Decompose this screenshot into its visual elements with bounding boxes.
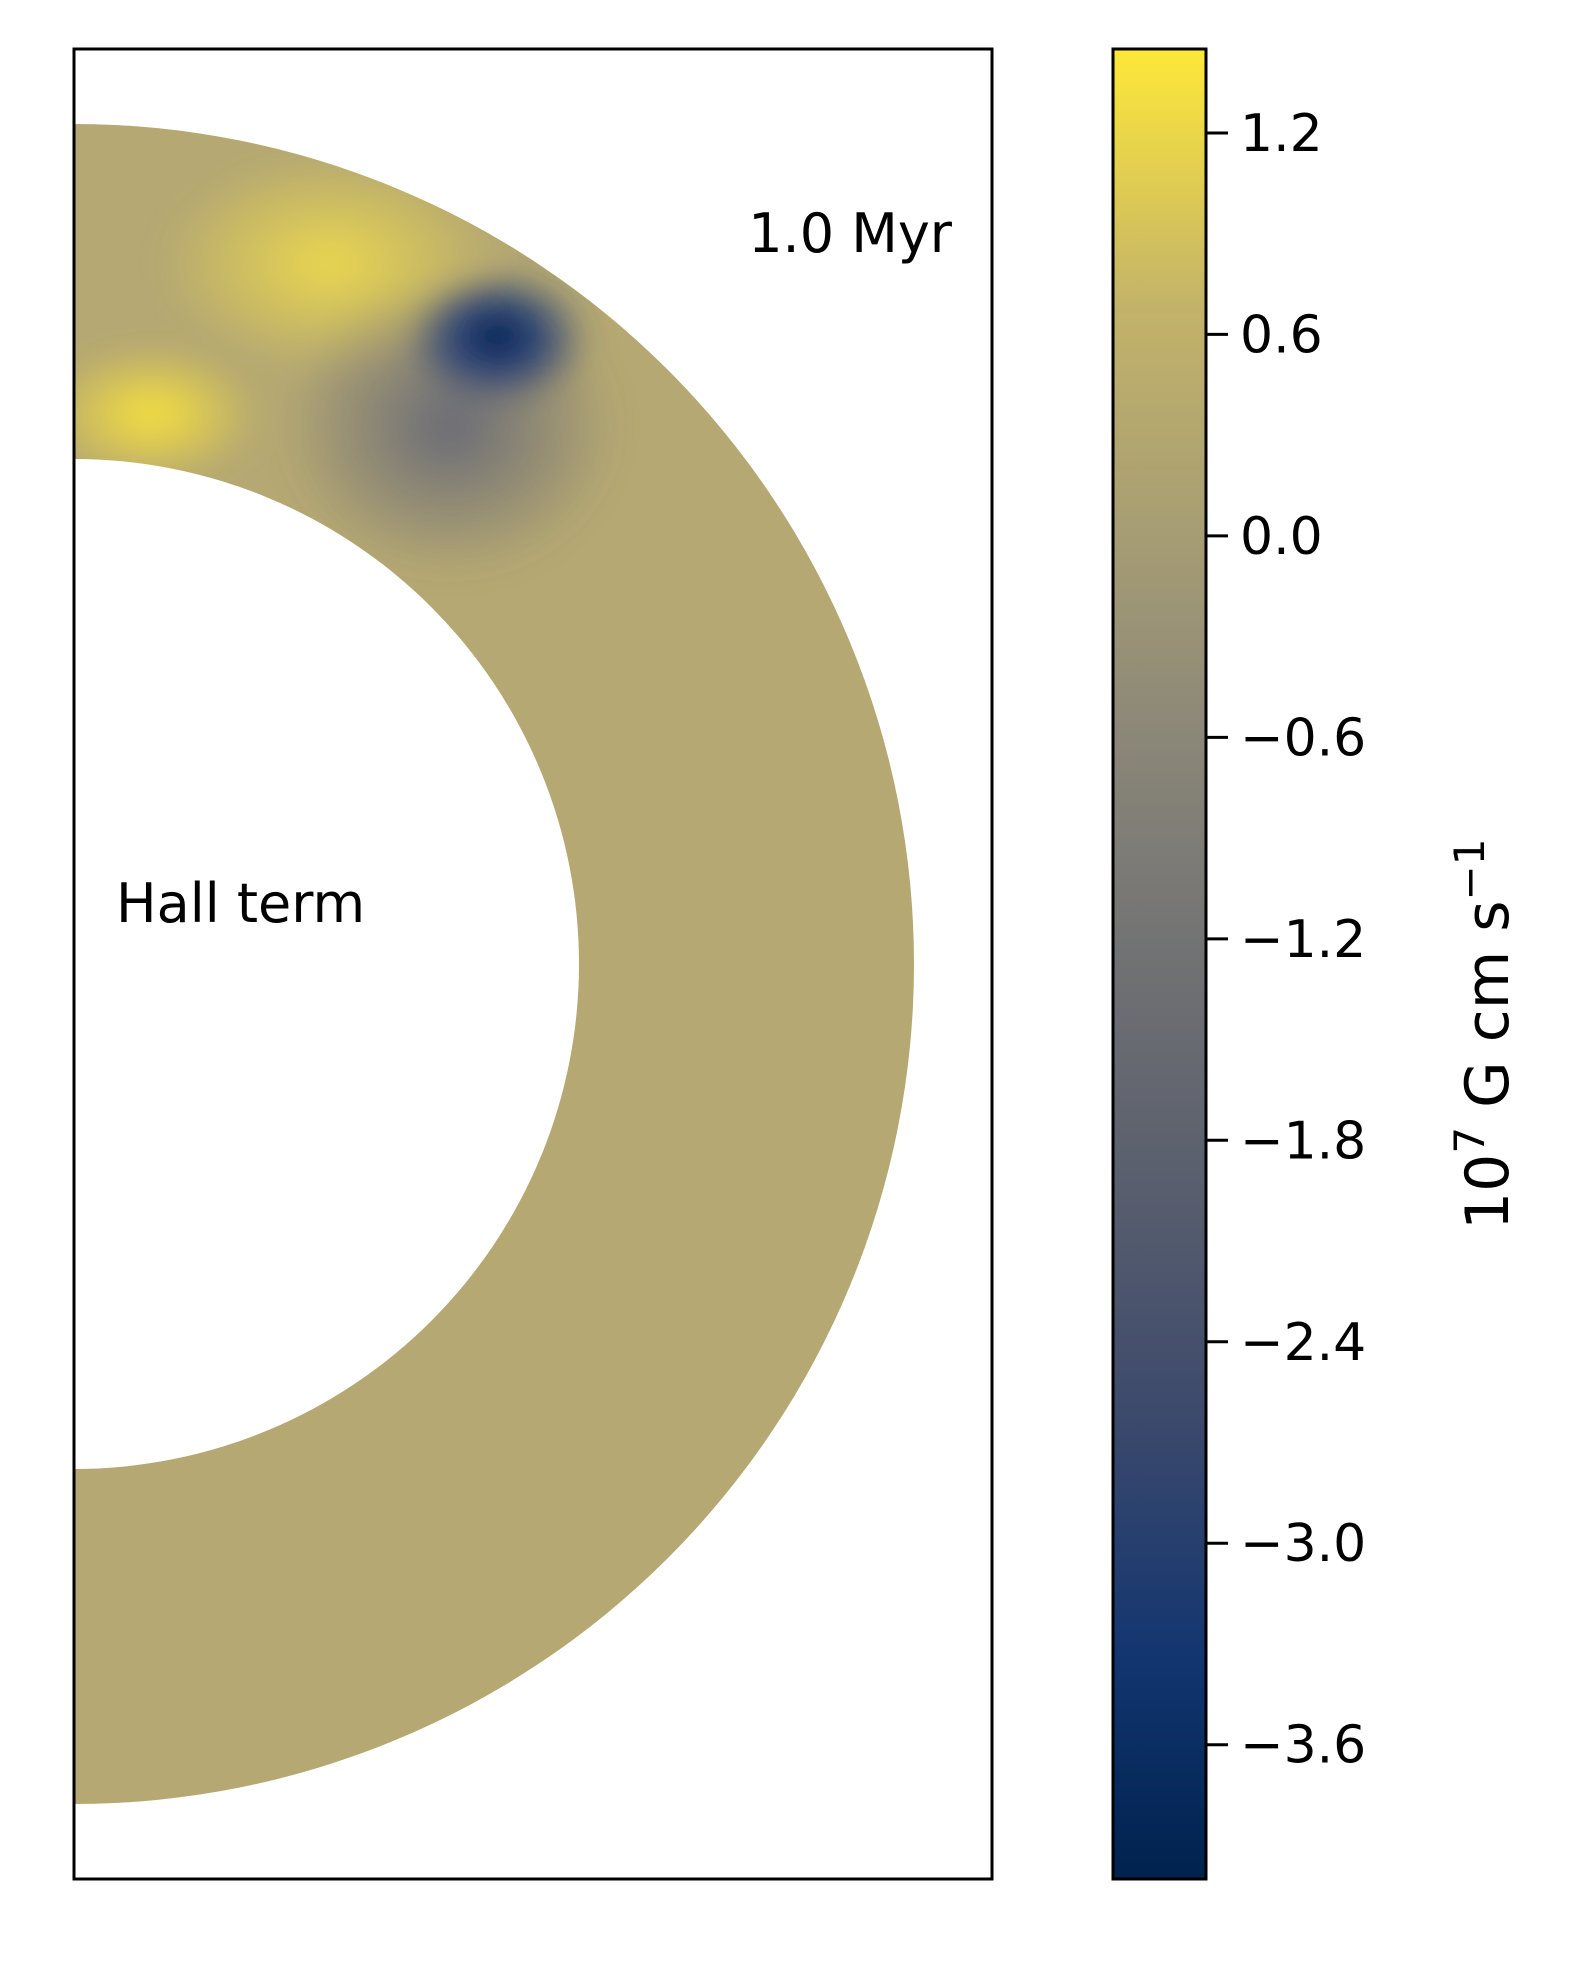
colorbar-tick-label: −1.8 bbox=[1240, 1111, 1366, 1171]
colorbar-tick-label: 0.0 bbox=[1240, 507, 1323, 567]
colorbar-frame bbox=[1111, 47, 1208, 1881]
positive-lobe-inner bbox=[74, 344, 262, 485]
plot-frame bbox=[72, 47, 994, 1881]
negative-core bbox=[401, 267, 592, 408]
panel-label: Hall term bbox=[116, 872, 365, 935]
colorbar: 1.2 0.6 0.0 −0.6 −1.2 −1.8 −2.4 −3.0 −3.6 107 G … bbox=[1111, 47, 1523, 1881]
colorbar-tick-label: −0.6 bbox=[1240, 708, 1366, 768]
crust-annulus bbox=[74, 124, 914, 1804]
time-label: 1.0 Myr bbox=[748, 202, 953, 265]
main-plot bbox=[74, 124, 914, 1804]
colorbar-tick-label: 0.6 bbox=[1240, 305, 1323, 365]
field-features bbox=[74, 152, 621, 577]
colorbar-label: 107 G cm s−1 bbox=[1445, 839, 1523, 1230]
colorbar-tick-label: 1.2 bbox=[1240, 104, 1323, 164]
colorbar-gradient bbox=[1113, 49, 1206, 1879]
colorbar-tick-label: −2.4 bbox=[1240, 1313, 1366, 1373]
colorbar-tick-label: −3.6 bbox=[1240, 1716, 1366, 1776]
colorbar-tick-label: −1.2 bbox=[1240, 910, 1366, 970]
colorbar-tick-label: −3.0 bbox=[1240, 1514, 1366, 1574]
colorbar-ticks: 1.2 0.6 0.0 −0.6 −1.2 −1.8 −2.4 −3.0 −3.6 bbox=[1206, 104, 1366, 1776]
